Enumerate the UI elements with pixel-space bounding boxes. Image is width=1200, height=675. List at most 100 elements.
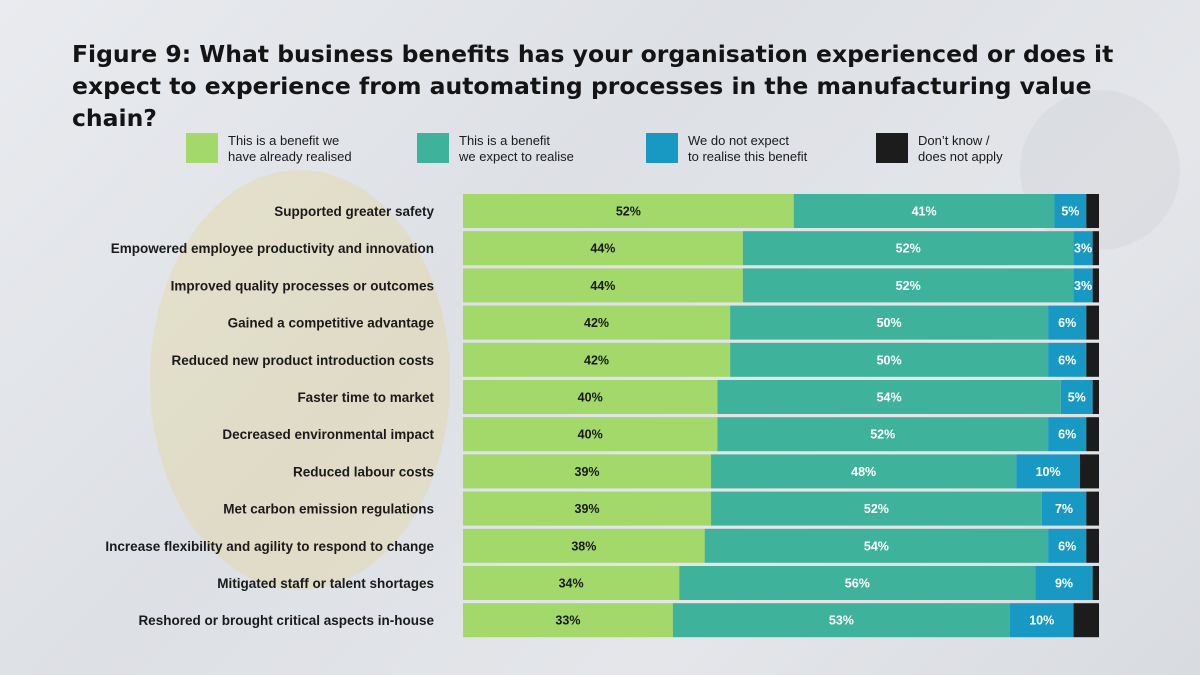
data-label-not-expect: 10% (1029, 614, 1054, 628)
data-label-not-expect: 7% (1055, 502, 1073, 516)
data-label-expect: 52% (864, 502, 889, 516)
data-label-expect: 54% (877, 391, 902, 405)
bar-segment-expect (717, 380, 1061, 414)
bar-segment-expect (711, 454, 1017, 489)
bar-segment-expect (679, 566, 1036, 600)
bar-segment-realised (463, 380, 718, 414)
category-label: Increase flexibility and agility to resp… (105, 539, 434, 554)
data-label-realised: 39% (575, 502, 600, 516)
legend-label-expect: This is a benefit we expect to realise (459, 133, 574, 164)
bar-segment-expect (711, 491, 1042, 526)
data-label-expect: 56% (845, 577, 870, 591)
legend-label-not-expect: We do not expect to realise this benefit (688, 133, 808, 164)
bar-segment-realised (463, 491, 712, 526)
bar-segment-not-expect (1060, 380, 1093, 414)
bar-segment-expect (730, 305, 1049, 340)
data-label-expect: 54% (864, 539, 889, 553)
legend-swatch-dont-know (876, 133, 908, 163)
category-label: Empowered employee productivity and inno… (111, 241, 434, 256)
bar-segment-expect (742, 268, 1074, 303)
data-label-not-expect: 10% (1036, 465, 1061, 479)
bar-segment-not-expect (1048, 342, 1087, 377)
data-label-expect: 50% (877, 353, 902, 367)
category-label: Decreased environmental impact (222, 427, 434, 442)
bar-segment-realised (463, 305, 731, 340)
bar-segment-expect (704, 528, 1049, 563)
bar-segment-expect (730, 342, 1049, 377)
data-label-realised: 40% (578, 428, 603, 442)
legend-label-dont-know: Don’t know / does not apply (918, 133, 1003, 164)
bar-segment-dont-know (1086, 305, 1099, 340)
bar-segment-dont-know (1086, 342, 1099, 377)
bar-segment-realised (463, 231, 743, 266)
data-label-realised: 44% (590, 242, 615, 256)
data-label-not-expect: 6% (1058, 353, 1076, 367)
data-label-expect: 41% (912, 205, 937, 219)
legend-swatch-expect (417, 133, 449, 163)
data-label-expect: 48% (851, 465, 876, 479)
bar-segment-realised (463, 194, 794, 228)
category-label: Reshored or brought critical aspects in-… (138, 613, 434, 628)
bar-segment-not-expect (1048, 528, 1087, 563)
category-label: Improved quality processes or outcomes (171, 278, 434, 293)
data-label-realised: 38% (571, 539, 596, 553)
data-label-realised: 44% (590, 279, 615, 293)
bar-segment-not-expect (1048, 417, 1087, 452)
data-label-not-expect: 6% (1058, 539, 1076, 553)
category-label: Supported greater safety (274, 204, 434, 219)
bar-segment-expect (742, 231, 1074, 266)
bar-segment-realised (463, 268, 743, 303)
data-label-expect: 50% (877, 316, 902, 330)
data-label-not-expect: 6% (1058, 316, 1076, 330)
bar-segment-dont-know (1073, 603, 1099, 638)
background-decoration (150, 170, 450, 590)
bar-segment-not-expect (1054, 194, 1087, 228)
legend-swatch-realised (186, 133, 218, 163)
data-label-realised: 40% (578, 391, 603, 405)
data-label-not-expect: 6% (1058, 428, 1076, 442)
data-label-not-expect: 9% (1055, 577, 1073, 591)
data-label-realised: 34% (559, 577, 584, 591)
bar-segment-dont-know (1092, 231, 1099, 266)
data-label-not-expect: 5% (1068, 391, 1086, 405)
category-label: Reduced labour costs (293, 464, 434, 479)
bar-segment-realised (463, 566, 680, 600)
bar-segment-realised (463, 342, 731, 377)
bar-segment-dont-know (1086, 194, 1099, 228)
data-label-expect: 52% (896, 279, 921, 293)
chart-title: Figure 9: What business benefits has you… (72, 40, 1114, 132)
bar-segment-expect (672, 603, 1010, 638)
bar-segment-not-expect (1035, 566, 1093, 600)
data-label-realised: 39% (575, 465, 600, 479)
bar-segment-not-expect (1009, 603, 1074, 638)
data-label-expect: 53% (829, 614, 854, 628)
bar-segment-dont-know (1086, 491, 1099, 526)
data-label-realised: 42% (584, 316, 609, 330)
bar-segment-dont-know (1092, 566, 1099, 600)
bar-segment-not-expect (1016, 454, 1080, 489)
data-label-realised: 52% (616, 205, 641, 219)
bar-segment-realised (463, 603, 673, 638)
chart-legend: This is a benefit we have already realis… (186, 133, 1186, 173)
category-label: Faster time to market (297, 390, 434, 405)
bar-segment-realised (463, 454, 712, 489)
bar-segment-not-expect (1073, 231, 1093, 266)
category-label: Reduced new product introduction costs (171, 353, 434, 368)
bar-segment-dont-know (1086, 417, 1099, 452)
bar-segment-expect (717, 417, 1049, 452)
category-label: Met carbon emission regulations (223, 502, 434, 517)
bar-segment-realised (463, 417, 718, 452)
bar-segment-dont-know (1092, 380, 1099, 414)
data-label-realised: 33% (555, 614, 580, 628)
bar-segment-not-expect (1073, 268, 1093, 303)
bar-segment-not-expect (1041, 491, 1087, 526)
bar-segment-expect (793, 194, 1055, 228)
bar-segment-dont-know (1079, 454, 1099, 489)
legend-swatch-not-expect (646, 133, 678, 163)
data-label-not-expect: 3% (1074, 279, 1092, 293)
data-label-expect: 52% (896, 242, 921, 256)
data-label-expect: 52% (870, 428, 895, 442)
bar-segment-dont-know (1086, 528, 1099, 563)
data-label-not-expect: 3% (1074, 242, 1092, 256)
